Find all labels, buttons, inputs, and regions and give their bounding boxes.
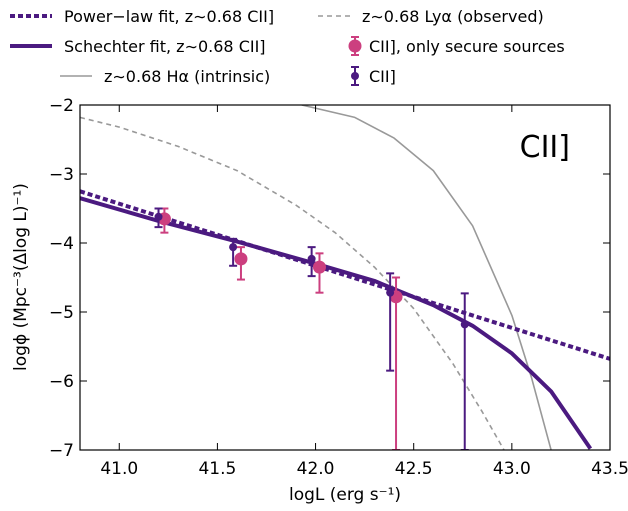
data-point-series-5 xyxy=(229,243,238,252)
y-tick-label: −4 xyxy=(49,234,74,254)
x-tick-label: 43.0 xyxy=(493,459,531,479)
data-point-series-5 xyxy=(307,254,316,263)
legend-swatch-marker xyxy=(348,39,362,53)
data-point-series-5 xyxy=(460,320,469,329)
legend-label: Power−law fit, z∼0.68 CII] xyxy=(64,7,274,26)
legend-entry-5: CII] xyxy=(351,66,396,86)
legend-entry-2: z∼0.68 Hα (intrinsic) xyxy=(60,67,270,86)
legend-label: z∼0.68 Lyα (observed) xyxy=(362,7,544,26)
y-tick-label: −3 xyxy=(49,165,74,185)
legend-label: z∼0.68 Hα (intrinsic) xyxy=(104,67,270,86)
series-line-3 xyxy=(80,116,505,450)
x-tick-label: 42.0 xyxy=(297,459,335,479)
legend-entry-1: Schechter fit, z∼0.68 CII] xyxy=(10,37,266,56)
y-tick-label: −7 xyxy=(49,441,74,461)
x-axis-title: logL (erg s⁻¹) xyxy=(289,485,401,505)
data-point-series-5 xyxy=(154,212,163,221)
legend-swatch-marker xyxy=(351,72,359,80)
series-line-2 xyxy=(301,105,552,450)
panel-label: CII] xyxy=(520,130,570,165)
data-point-series-4 xyxy=(312,260,326,274)
x-tick-label: 41.5 xyxy=(198,459,236,479)
legend-entry-4: CII], only secure sources xyxy=(348,36,565,56)
plot-frame xyxy=(79,104,611,451)
y-axis-title: logϕ (Mpc⁻³(Δlog L)⁻¹) xyxy=(11,183,31,371)
legend-entry-0: Power−law fit, z∼0.68 CII] xyxy=(10,7,274,26)
series-line-1 xyxy=(80,196,593,450)
data-point-series-5 xyxy=(386,288,395,297)
y-tick-label: −2 xyxy=(49,96,74,116)
y-tick-label: −5 xyxy=(49,303,74,323)
legend-label: CII], only secure sources xyxy=(369,37,565,56)
legend-label: CII] xyxy=(369,67,396,86)
data-point-series-4 xyxy=(234,252,248,266)
legend-label: Schechter fit, z∼0.68 CII] xyxy=(64,37,266,56)
x-tick-label: 43.5 xyxy=(591,459,628,479)
legend-entry-3: z∼0.68 Lyα (observed) xyxy=(318,7,544,26)
x-tick-label: 41.0 xyxy=(100,459,138,479)
y-tick-label: −6 xyxy=(49,372,74,392)
x-tick-label: 42.5 xyxy=(395,459,433,479)
legend: Power−law fit, z∼0.68 CII] z∼0.68 Lyα (ob… xyxy=(10,7,565,86)
